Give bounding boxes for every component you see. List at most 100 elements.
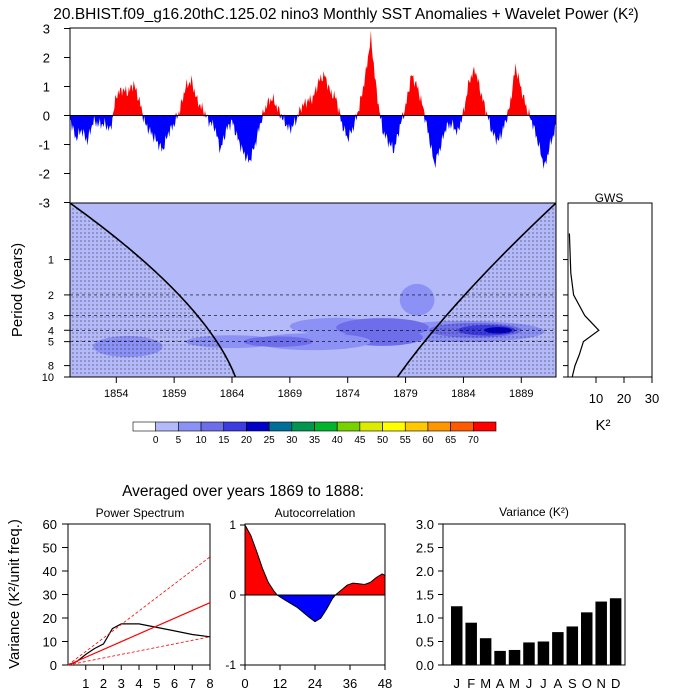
variance-bar [609,598,622,665]
power-series-spectrum [67,623,211,666]
colorbar-label: 20 [241,435,253,446]
power-ytick-label: 10 [43,635,57,650]
sst-ytick-label: -1 [38,138,50,153]
colorbar-swatch [246,421,270,432]
variance-ytick-label: 0.0 [416,658,434,673]
colorbar-swatch [359,421,383,432]
variance-ytick-label: 1.0 [416,611,434,626]
autocorrelation-xtick-label: 0 [241,676,248,691]
autocorrelation-ytick-label: 0 [229,588,236,602]
variance-bar [479,638,492,665]
variance-xtick-label: A [554,676,563,691]
power-xtick-label: 5 [153,676,160,691]
sst-ytick-label: -3 [38,196,50,211]
colorbar-label: 5 [176,435,182,446]
power-ytick-label: 20 [43,611,57,626]
wavelet-xtick-label: 1889 [509,388,533,400]
variance-panel: Variance (K²) 3.02.52.01.51.00.50.0J F M A M… [416,505,626,691]
autocorrelation-line [244,524,386,623]
power-frame [67,523,211,666]
averaged-subtitle: Averaged over years 1869 to 1888: [122,483,364,500]
colorbar-swatch [200,421,225,432]
wavelet-panel: 1 2 3 45 810 1854 1859 1864 1869 1874 1879 1884 1889… [9,202,557,400]
gws-spectrum-line [568,233,600,378]
variance-bar [595,601,607,665]
colorbar-label: 70 [468,435,480,446]
colorbar-swatch [291,421,315,432]
power-spectrum-panel: Power Spectrum 60 50 40 30 20 10 0 1 2 3 4 5 6 7 8 Var… [6,506,214,691]
page-title: 20.BHIST.f09_g16.20thC.125.02 nino3 Mont… [53,6,638,23]
variance-ytick-label: 3.0 [416,517,434,532]
variance-bar [552,632,564,665]
variance-ytick-label: 1.5 [416,588,434,603]
power-ytick-label: 60 [43,517,57,532]
sst-ytick-label: 2 [43,51,50,66]
colorbar-label: 35 [309,435,321,446]
autocorrelation-xtick-label: 12 [273,676,287,691]
colorbar-swatch [155,421,179,432]
wavelet-power-contour [399,283,435,316]
variance-xtick-label: A [496,676,505,691]
colorbar-label: 15 [218,435,230,446]
wavelet-ytick-label: 5 [48,337,54,349]
wavelet-ytick-label: 3 [48,311,54,323]
variance-ytick-label: 0.5 [416,635,434,650]
wavelet-cone-stipple [70,203,556,377]
colorbar-swatch [427,421,451,432]
power-ytick-label: 30 [43,588,57,603]
colorbar-swatch [268,421,293,432]
gws-panel: GWS 10 20 30 K² [563,191,659,434]
power-xtick-label: 4 [135,676,142,691]
power-xtick-label: 8 [206,676,213,691]
colorbar-swatch [473,421,497,432]
autocorrelation-panel: Autocorrelation 1 0 -1 0 12 24 36 48 [225,506,392,691]
variance-ytick-label: 2.0 [416,564,434,579]
variance-bar [465,622,477,665]
variance-title: Variance (K²) [499,505,569,519]
colorbar-swatch [450,421,474,432]
wavelet-ytick-label: 4 [48,325,54,337]
variance-bar [494,650,506,665]
variance-bar [508,649,521,665]
wavelet-xtick-label: 1874 [335,388,359,400]
power-xtick-label: 2 [100,676,107,691]
wavelet-ytick-label: 8 [48,361,54,373]
power-spectrum-title: Power Spectrum [96,506,185,520]
variance-xtick-label: D [611,676,620,691]
gws-xtick-label: 20 [617,391,631,406]
wavelet-ytick-label: 1 [48,255,54,267]
autocorrelation-xtick-label: 36 [343,676,357,691]
colorbar-label: 55 [400,435,412,446]
power-xtick-label: 3 [118,676,125,691]
gws-xlabel: K² [596,417,611,434]
autocorrelation-xtick-label: 48 [378,676,392,691]
colorbar-swatch [132,421,156,432]
sst-positive-anomaly-area [70,30,556,116]
colorbar-label: 65 [445,435,457,446]
power-xtick-label: 6 [171,676,178,691]
colorbar-swatch [336,421,361,432]
power-ylabel: Variance (K²/unit freq.) [6,519,23,669]
variance-bar [581,612,593,665]
autocorrelation-ytick-label: -1 [225,658,236,672]
wavelet-power-contour [243,336,313,347]
gws-xtick-label: 30 [645,391,659,406]
variance-bar [523,642,535,665]
colorbar-label: 50 [377,435,389,446]
colorbar-label: 0 [153,435,159,446]
power-series-red-noise [67,602,211,666]
variance-xtick-label: S [568,676,577,691]
power-xtick-label: 1 [82,676,89,691]
variance-xtick-label: O [582,676,592,691]
power-series-lower-bound [67,636,211,666]
wavelet-ytick-label: 2 [48,290,54,302]
variance-xtick-label: N [596,676,605,691]
colorbar-label: 45 [354,435,366,446]
colorbar-swatch [178,421,202,432]
variance-xtick-label: J [526,676,533,691]
wavelet-xtick-label: 1864 [220,388,244,400]
sst-ytick-label: 3 [43,22,50,37]
variance-xtick-label: M [509,676,520,691]
colorbar-label: 40 [332,435,344,446]
